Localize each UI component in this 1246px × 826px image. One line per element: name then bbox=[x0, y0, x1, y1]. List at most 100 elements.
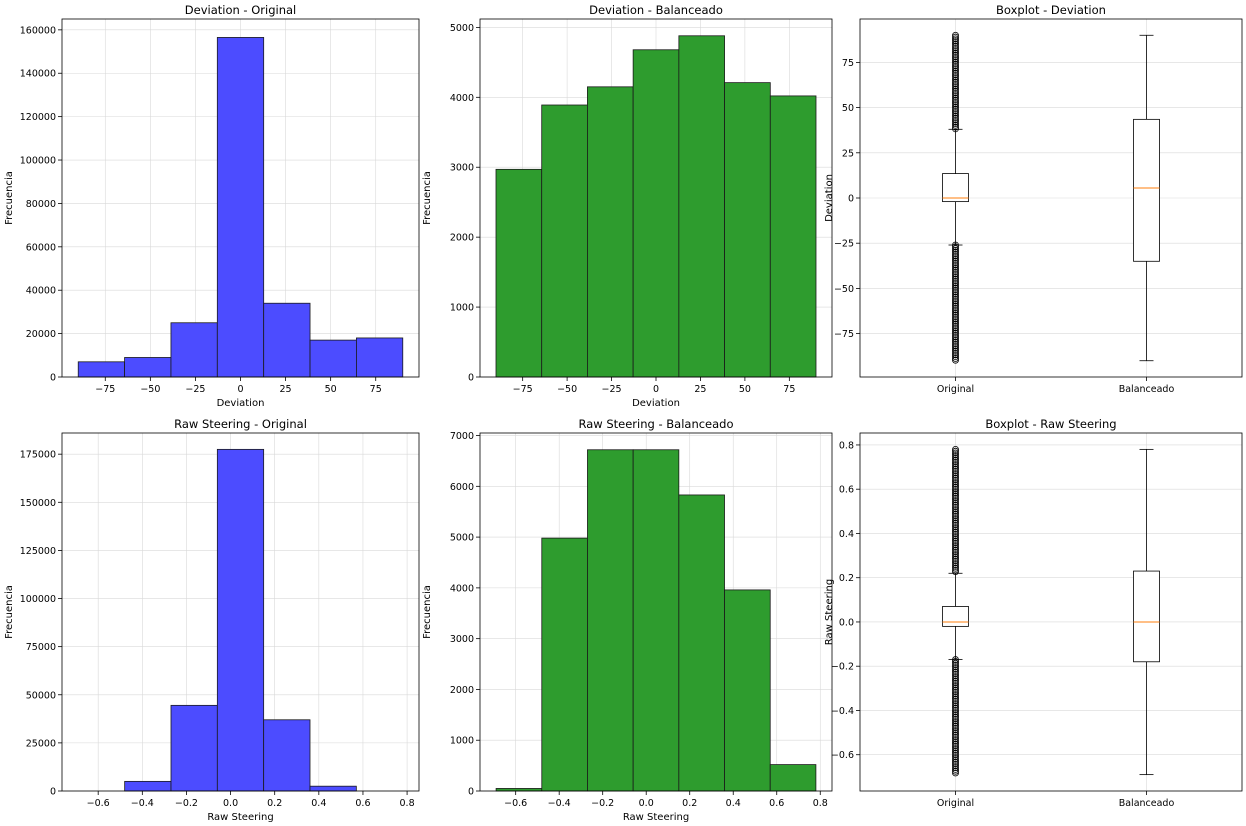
outlier-point bbox=[952, 512, 959, 520]
chart-4: 0 25000 50000 75000 100000 125000 150000 175000… bbox=[4, 417, 420, 823]
y-tick-label: 5000 bbox=[450, 533, 474, 544]
x-category-label: Original bbox=[937, 798, 974, 809]
outlier-point bbox=[952, 250, 959, 258]
outlier-point bbox=[952, 769, 959, 777]
outlier-point bbox=[952, 555, 959, 563]
y-axis-label: Frecuencia bbox=[4, 585, 15, 639]
x-tick-label: −0.2 bbox=[175, 798, 198, 809]
outlier-point bbox=[952, 319, 959, 326]
outlier-point bbox=[952, 42, 959, 50]
outlier-point bbox=[952, 733, 959, 741]
outlier-point bbox=[952, 458, 959, 466]
x-tick-label: −0.4 bbox=[131, 798, 154, 809]
x-axis-label: Raw Steering bbox=[623, 812, 689, 823]
outlier-point bbox=[952, 451, 959, 459]
outlier-point bbox=[952, 80, 959, 88]
y-tick-label: 25 bbox=[842, 148, 854, 159]
outlier-point bbox=[952, 284, 959, 292]
y-tick-label: 0.8 bbox=[839, 440, 854, 451]
y-tick-label: 3000 bbox=[450, 163, 474, 174]
outlier-point bbox=[952, 270, 959, 278]
y-tick-label: 0 bbox=[50, 373, 56, 384]
outlier-point bbox=[952, 82, 959, 90]
outlier-point bbox=[952, 259, 959, 267]
histogram-bar bbox=[587, 449, 634, 792]
y-tick-label: 5000 bbox=[450, 23, 474, 34]
outlier-point bbox=[952, 665, 959, 672]
outlier-point bbox=[952, 503, 959, 511]
x-tick-label: 0 bbox=[237, 384, 243, 395]
y-tick-label: 150000 bbox=[20, 498, 56, 509]
y-tick-label: 0.0 bbox=[839, 617, 854, 628]
outlier-point bbox=[952, 299, 959, 307]
x-tick-label: 0.2 bbox=[267, 798, 282, 809]
y-axis-label: Frecuencia bbox=[4, 171, 15, 225]
outlier-point bbox=[952, 37, 959, 45]
outlier-point bbox=[952, 324, 959, 332]
outlier-point bbox=[952, 675, 959, 683]
outlier-point bbox=[952, 559, 959, 567]
outlier-point bbox=[952, 702, 959, 710]
iqr-box bbox=[942, 173, 969, 203]
x-tick-label: 25 bbox=[280, 384, 292, 395]
outlier-point bbox=[952, 100, 959, 108]
outlier-point bbox=[952, 337, 959, 344]
outlier-point bbox=[952, 335, 959, 343]
histogram-bar bbox=[541, 104, 588, 378]
outlier-point bbox=[952, 53, 959, 61]
histogram-bar bbox=[769, 95, 817, 378]
outlier-point bbox=[952, 742, 959, 750]
outlier-point bbox=[952, 758, 959, 766]
histogram-bar bbox=[541, 537, 588, 792]
outlier-point bbox=[952, 508, 959, 516]
x-tick-label: 25 bbox=[694, 384, 706, 395]
outlier-point bbox=[952, 756, 959, 764]
outlier-point bbox=[952, 48, 959, 55]
y-tick-label: 0.4 bbox=[839, 529, 854, 540]
outlier-point bbox=[952, 550, 959, 558]
outlier-point bbox=[952, 552, 959, 559]
outlier-point bbox=[952, 681, 959, 689]
outlier-point bbox=[952, 530, 959, 538]
y-axis-label: Frecuencia bbox=[422, 585, 433, 639]
outlier-point bbox=[952, 494, 959, 502]
outlier-point bbox=[952, 268, 959, 276]
boxplot-original bbox=[942, 31, 969, 364]
y-tick-label: 0 bbox=[50, 787, 56, 798]
y-tick-label: 140000 bbox=[20, 69, 56, 80]
y-tick-label: 50 bbox=[842, 103, 854, 114]
outlier-point bbox=[952, 453, 959, 460]
outlier-point bbox=[952, 510, 959, 518]
histogram-bar bbox=[724, 589, 771, 792]
outlier-point bbox=[952, 297, 959, 305]
outlier-point bbox=[952, 295, 959, 303]
x-tick-label: 0.2 bbox=[682, 798, 697, 809]
outlier-point bbox=[952, 688, 959, 696]
histogram-bar bbox=[263, 719, 311, 792]
histogram-bar bbox=[678, 494, 725, 792]
outlier-point bbox=[952, 304, 959, 312]
outlier-point bbox=[952, 338, 959, 346]
outlier-point bbox=[952, 105, 959, 113]
histogram-bar bbox=[77, 361, 125, 378]
outlier-point bbox=[952, 562, 959, 570]
histogram-bar bbox=[632, 449, 680, 792]
outlier-point bbox=[952, 39, 959, 46]
outlier-point bbox=[952, 557, 959, 565]
y-axis-label: Deviation bbox=[824, 174, 835, 222]
grid bbox=[860, 433, 1242, 791]
boxplot-balanceado bbox=[1133, 448, 1160, 776]
outlier-point bbox=[952, 118, 959, 126]
outlier-point bbox=[952, 347, 959, 355]
outlier-point bbox=[952, 679, 959, 687]
outlier-point bbox=[952, 353, 959, 361]
outlier-point bbox=[952, 66, 959, 73]
x-category-label: Balanceado bbox=[1119, 798, 1175, 809]
histogram-bar bbox=[216, 37, 265, 378]
chart-title: Deviation - Original bbox=[185, 3, 296, 17]
outlier-point bbox=[952, 666, 959, 674]
x-tick-label: −25 bbox=[185, 384, 205, 395]
y-tick-label: 20000 bbox=[26, 329, 56, 340]
outlier-point bbox=[952, 501, 959, 509]
axes-frame bbox=[61, 432, 420, 792]
